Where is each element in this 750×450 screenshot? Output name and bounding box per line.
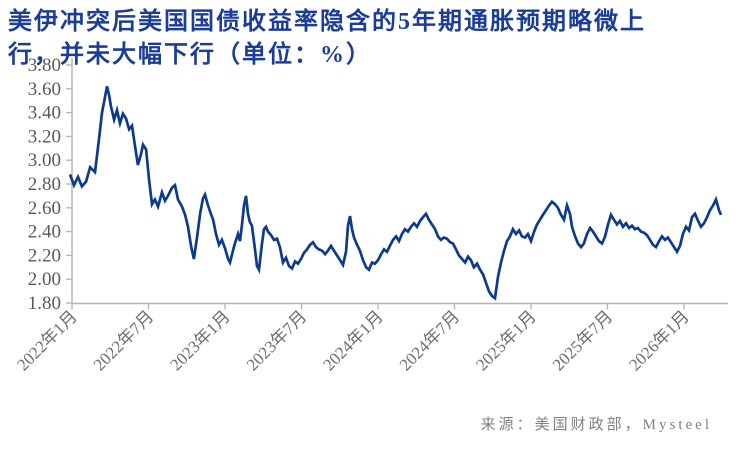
x-tick-label: 2025年1月 (472, 307, 540, 375)
x-tick-label: 2026年1月 (625, 307, 693, 375)
x-tick-label: 2022年1月 (13, 307, 81, 375)
y-tick-label: 3.40 (28, 103, 61, 124)
y-tick-label: 2.80 (28, 174, 61, 195)
y-tick-label: 3.60 (28, 79, 61, 100)
x-tick-label: 2025年7月 (549, 307, 617, 375)
y-tick-label: 1.80 (28, 293, 61, 314)
y-tick-label: 3.20 (28, 126, 61, 147)
x-tick-label: 2022年7月 (90, 307, 158, 375)
chart-title: 美伊冲突后美国国债收益率隐含的5年期通胀预期略微上 行，并未大幅下行（单位：%） (8, 6, 698, 72)
x-tick-label: 2024年1月 (319, 307, 387, 375)
y-tick-label: 2.60 (28, 198, 61, 219)
x-tick-label: 2023年1月 (166, 307, 234, 375)
y-tick-label: 2.40 (28, 222, 61, 243)
chart-title-line2: 行，并未大幅下行（单位：%） (8, 42, 372, 68)
y-tick-label: 2.20 (28, 245, 61, 266)
inflation-expectation-line (68, 86, 723, 301)
x-tick-label: 2024年7月 (396, 307, 464, 375)
y-tick-label: 2.00 (28, 269, 61, 290)
source-note: 来源：美国财政部，Mysteel (480, 417, 712, 433)
x-tick-label: 2023年7月 (243, 307, 311, 375)
y-tick-label: 3.00 (28, 150, 61, 171)
chart-title-line1: 美伊冲突后美国国债收益率隐含的5年期通胀预期略微上 (8, 9, 646, 35)
y-tick-label: 3.80 (28, 55, 61, 76)
